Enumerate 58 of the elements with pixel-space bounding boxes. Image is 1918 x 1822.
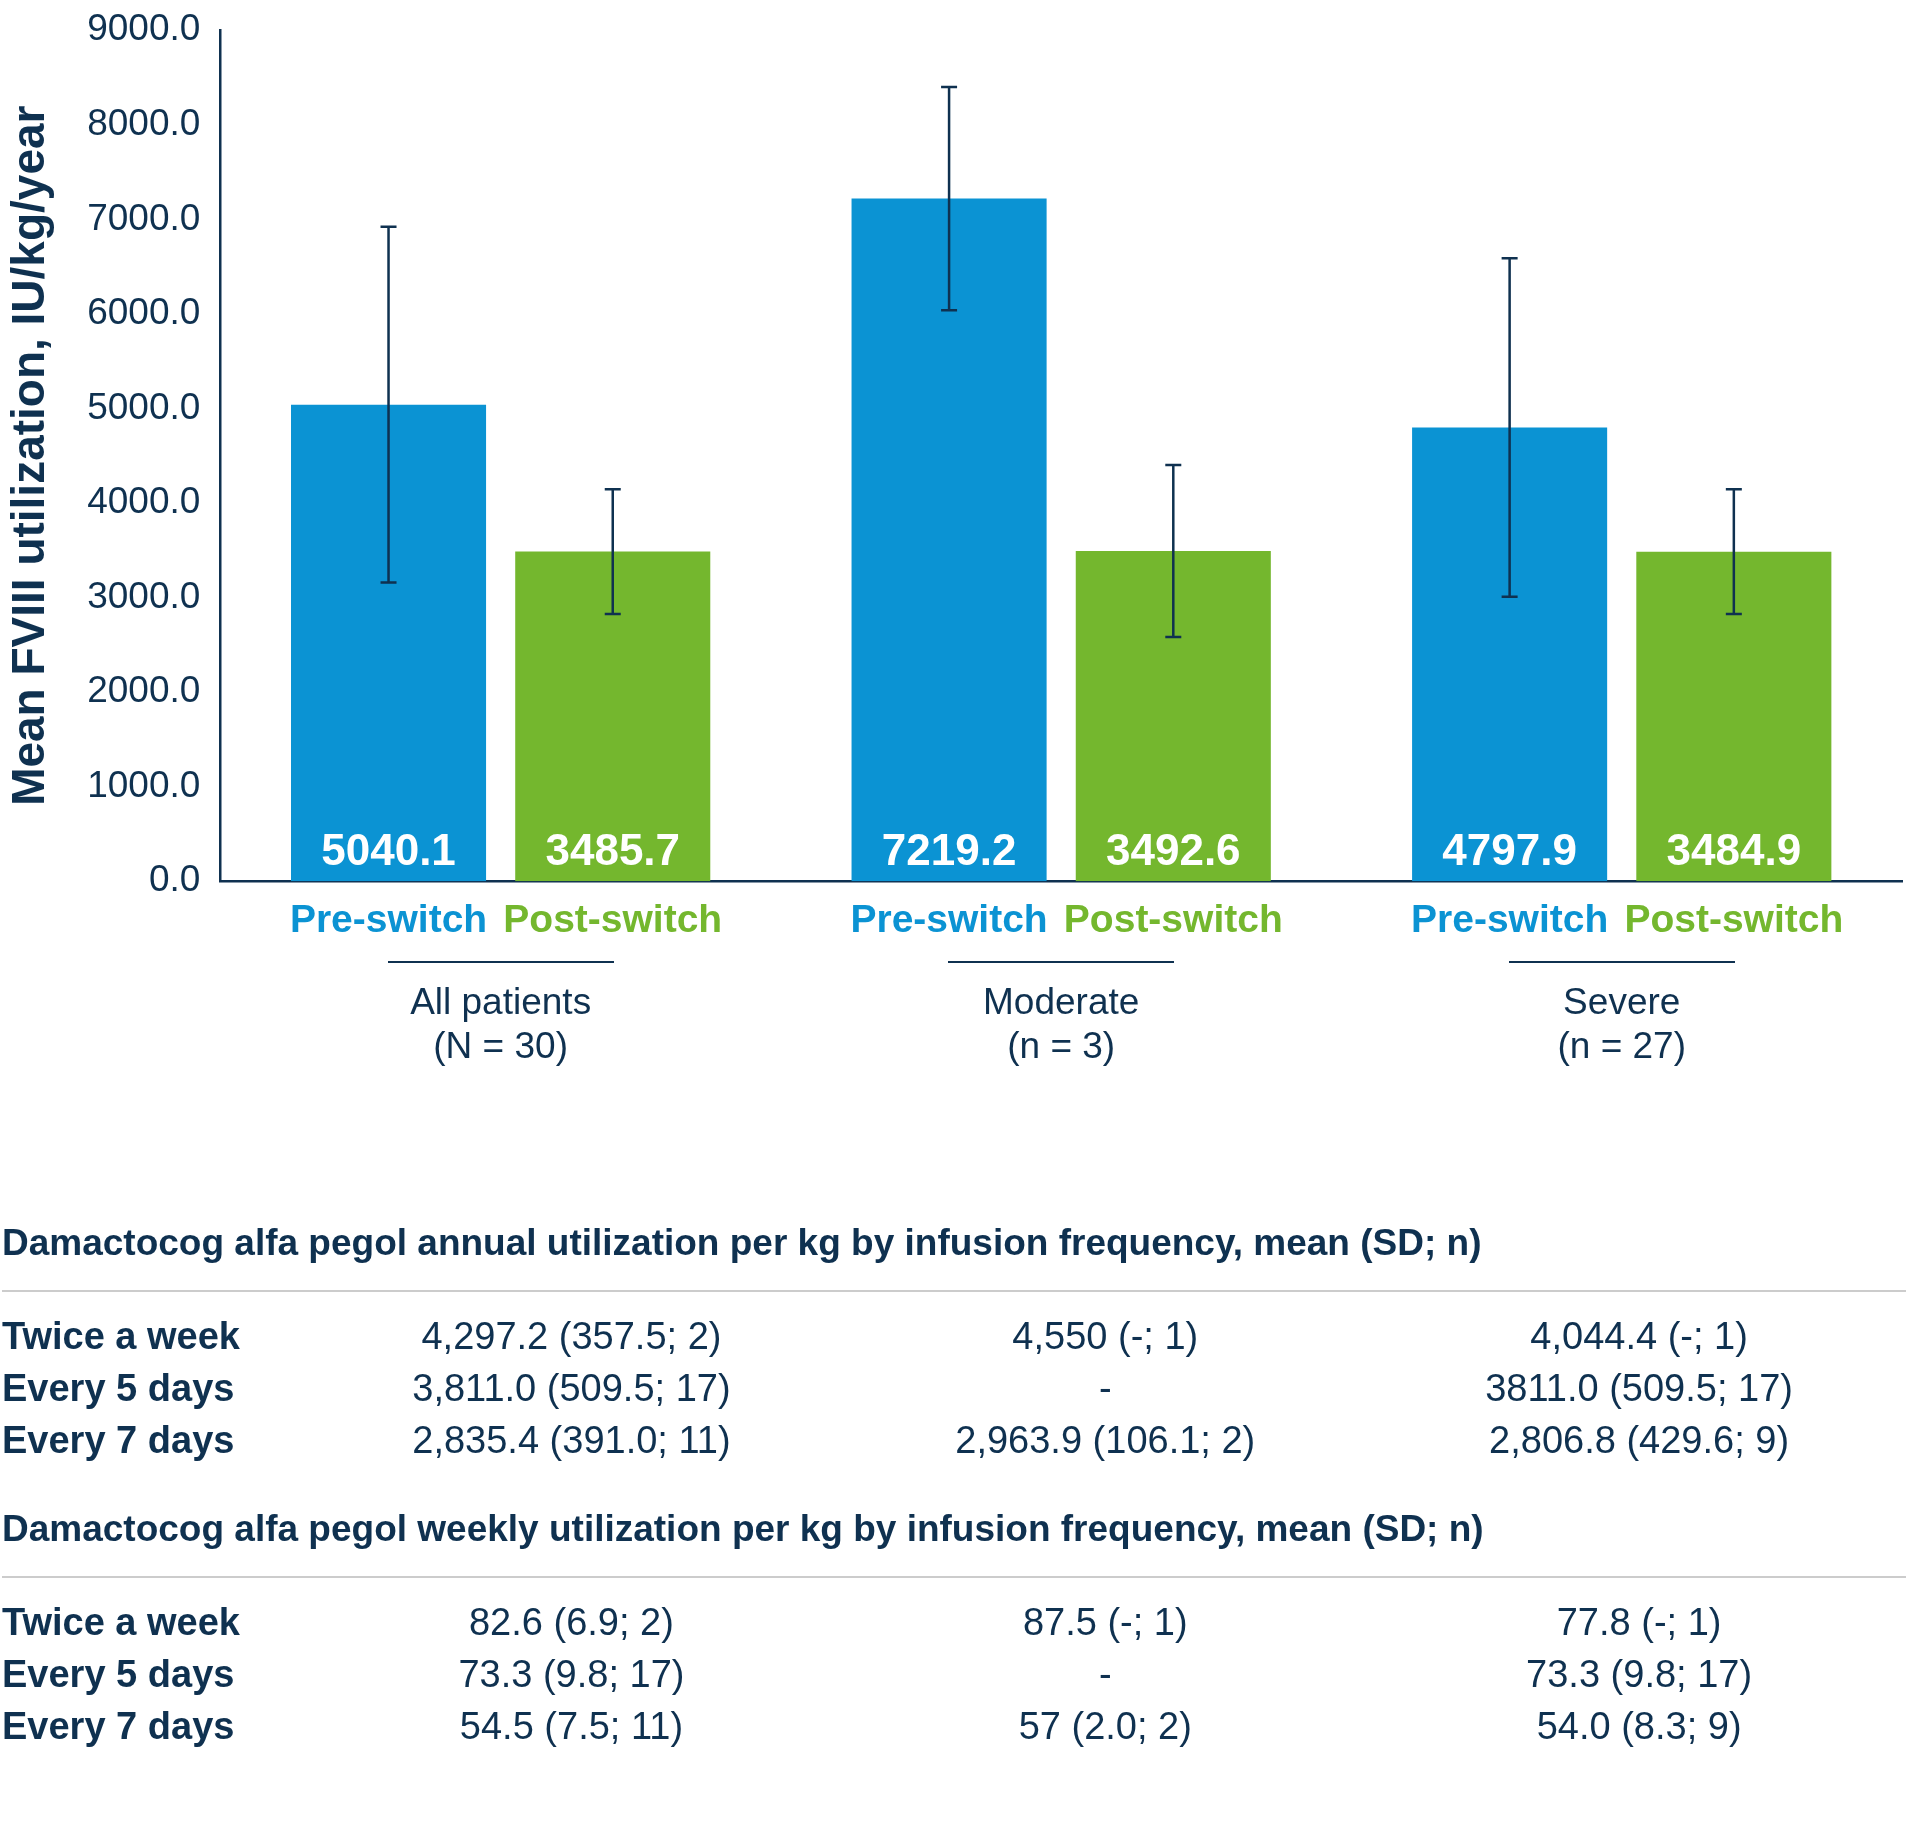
text: Twice a week	[2, 1600, 241, 1645]
text: Pre-switch	[1411, 896, 1609, 940]
text: Every 5 days	[2, 1366, 236, 1411]
text: Damactocog alfa pegol annual utilization per kg by infusion frequency, mean (SD; n)	[2, 1222, 1906, 1292]
data-label: 3485.7	[545, 825, 681, 875]
y-tick-label: 4000.0	[87, 480, 201, 522]
text: 54.5 (7.5; 11)	[458, 1704, 685, 1749]
bar	[291, 404, 487, 882]
y-tick-label: 1000.0	[87, 763, 201, 805]
text: 77.8 (-; 1)	[1555, 1600, 1723, 1645]
text: 4,044.4 (-; 1)	[1529, 1314, 1749, 1359]
series-label: Post-switch	[1624, 896, 1844, 940]
bar	[851, 198, 1047, 882]
text: Twice a week	[2, 1314, 241, 1359]
bar	[515, 551, 711, 882]
text: 2,963.9 (106.1; 2)	[954, 1418, 1257, 1463]
data-label: 3492.6	[1106, 825, 1241, 875]
data-label: 4797.9	[1442, 825, 1577, 875]
text: 2,835.4 (391.0; 11)	[411, 1418, 732, 1463]
text: 4,550 (-; 1)	[1011, 1314, 1200, 1359]
text: Every 5 days	[2, 1652, 236, 1697]
y-axis-title: Mean FVIII utilization, IU/kg/year	[2, 105, 55, 806]
text: 2,806.8 (429.6; 9)	[1488, 1418, 1791, 1463]
x-tick-label: Severe (n = 27)	[1557, 980, 1686, 1066]
bar	[1412, 427, 1608, 882]
y-tick-label: 6000.0	[87, 291, 201, 333]
text: 82.6 (6.9; 2)	[468, 1600, 675, 1645]
text: 3811.0 (509.5; 17)	[1484, 1366, 1794, 1411]
series-label: Pre-switch	[850, 896, 1048, 940]
text: 87.5 (-; 1)	[1021, 1600, 1189, 1645]
text: Post-switch	[1063, 896, 1283, 940]
data-label: 3484.9	[1666, 825, 1802, 875]
data-label: 7219.2	[881, 825, 1017, 875]
y-tick-label: 0.0	[148, 858, 201, 900]
text: Damactocog alfa pegol weekly utilization per kg by infusion frequency, mean (SD; n)	[2, 1508, 1906, 1578]
text: Pre-switch	[289, 896, 488, 940]
x-tick-label: Moderate (n = 3)	[983, 980, 1140, 1066]
bar	[1075, 550, 1271, 882]
data-label: 5040.1	[321, 825, 456, 875]
text: Post-switch	[503, 896, 723, 940]
y-tick-label: 5000.0	[87, 385, 201, 427]
text: 73.3 (9.8; 17)	[457, 1652, 686, 1697]
text: 4,297.2 (357.5; 2)	[420, 1314, 723, 1359]
text: 73.3 (9.8; 17)	[1525, 1652, 1754, 1697]
bar	[1636, 551, 1832, 882]
y-tick-label: 3000.0	[87, 574, 201, 616]
text: Every 7 days	[2, 1704, 236, 1749]
text: 3,811.0 (509.5; 17)	[411, 1366, 732, 1411]
y-tick-label: 8000.0	[87, 101, 201, 143]
text: -	[1097, 1652, 1113, 1697]
text: 57 (2.0; 2)	[1017, 1704, 1193, 1749]
text: 54.0 (8.3; 9)	[1535, 1704, 1743, 1749]
y-tick-label: 7000.0	[87, 196, 201, 238]
text: -	[1097, 1366, 1113, 1411]
y-tick-label: 2000.0	[87, 669, 201, 711]
text: Every 7 days	[2, 1418, 236, 1463]
y-tick-label: 9000.0	[87, 7, 201, 49]
x-tick-label: All patients (N = 30)	[410, 980, 592, 1066]
